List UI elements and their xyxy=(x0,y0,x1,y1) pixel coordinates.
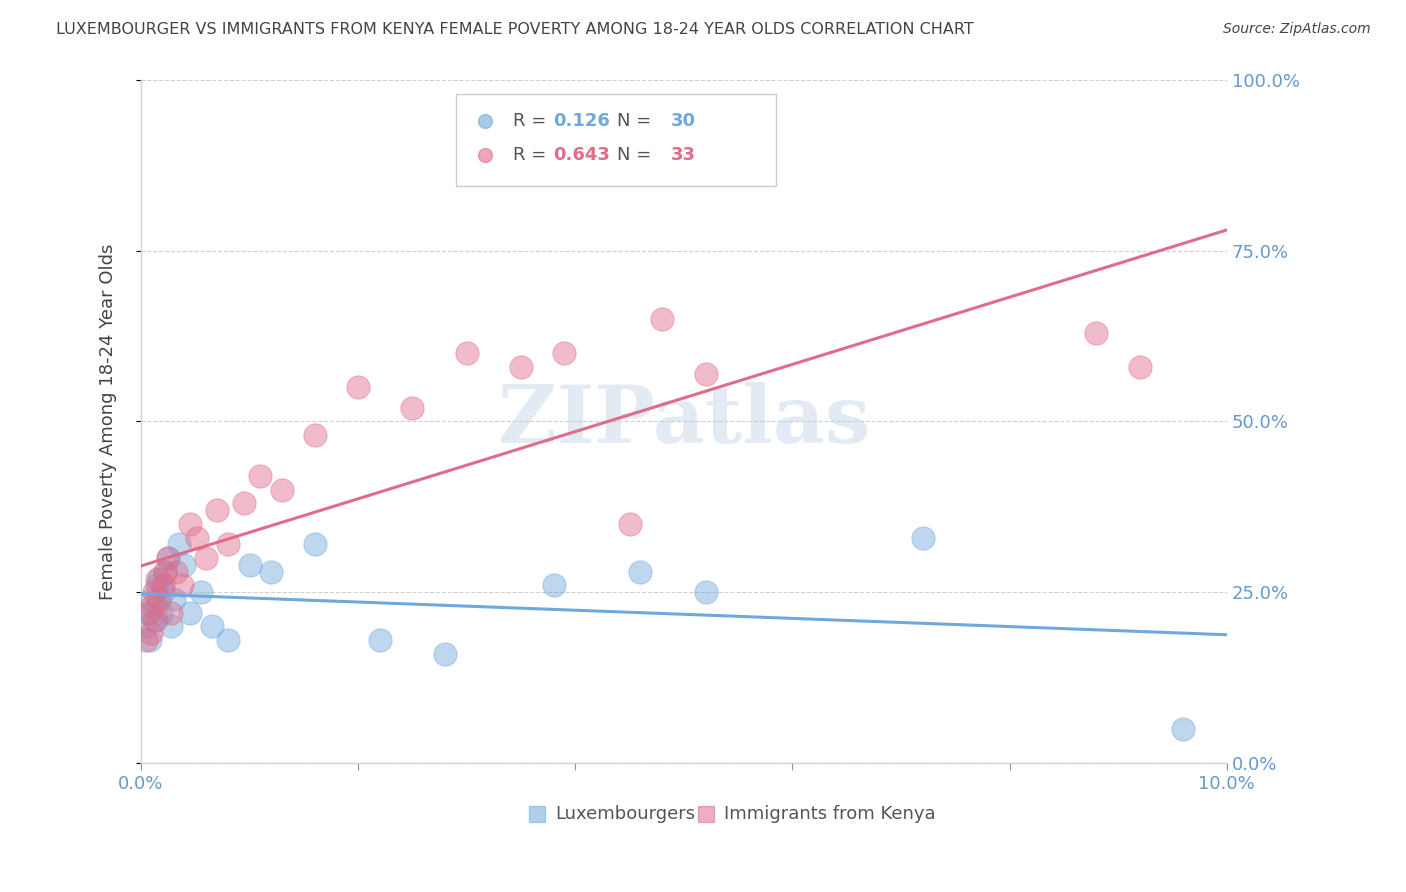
Point xyxy=(200,619,222,633)
Point xyxy=(141,592,163,607)
FancyBboxPatch shape xyxy=(456,94,776,186)
Point xyxy=(152,578,174,592)
Text: Immigrants from Kenya: Immigrants from Kenya xyxy=(724,805,935,823)
Point xyxy=(141,599,163,613)
Point xyxy=(148,572,170,586)
Point xyxy=(146,578,169,592)
Y-axis label: Female Poverty Among 18-24 Year Olds: Female Poverty Among 18-24 Year Olds xyxy=(100,244,117,599)
Point xyxy=(205,503,228,517)
Point xyxy=(195,551,218,566)
Point xyxy=(433,647,456,661)
Text: R =: R = xyxy=(513,112,547,130)
Point xyxy=(249,469,271,483)
Point xyxy=(543,578,565,592)
Point xyxy=(401,401,423,415)
Point xyxy=(368,633,391,648)
Point xyxy=(695,367,717,381)
Point xyxy=(217,633,239,648)
Point xyxy=(157,551,180,566)
Point xyxy=(139,626,162,640)
Point xyxy=(233,496,256,510)
Point xyxy=(138,606,160,620)
Point xyxy=(138,606,160,620)
Text: R =: R = xyxy=(513,146,547,164)
Point xyxy=(153,565,176,579)
Point xyxy=(260,565,283,579)
Text: Luxembourgers: Luxembourgers xyxy=(555,805,696,823)
Text: N =: N = xyxy=(617,146,651,164)
Point xyxy=(145,599,167,613)
Point xyxy=(304,428,326,442)
Point xyxy=(160,619,183,633)
Text: 33: 33 xyxy=(671,146,696,164)
Point xyxy=(1085,326,1108,340)
Point xyxy=(553,346,575,360)
Point xyxy=(160,606,183,620)
Point xyxy=(179,516,201,531)
Text: 30: 30 xyxy=(671,112,696,130)
Point xyxy=(153,565,176,579)
Point xyxy=(238,558,260,572)
Text: 0.643: 0.643 xyxy=(554,146,610,164)
Point xyxy=(190,585,212,599)
Point xyxy=(145,613,167,627)
Point xyxy=(1129,359,1152,374)
Point xyxy=(217,537,239,551)
Point xyxy=(1173,722,1195,736)
Point xyxy=(135,633,157,648)
Point xyxy=(149,606,172,620)
Point xyxy=(165,565,187,579)
Point xyxy=(695,585,717,599)
Point xyxy=(911,531,934,545)
Text: LUXEMBOURGER VS IMMIGRANTS FROM KENYA FEMALE POVERTY AMONG 18-24 YEAR OLDS CORRE: LUXEMBOURGER VS IMMIGRANTS FROM KENYA FE… xyxy=(56,22,974,37)
Point xyxy=(510,359,533,374)
Point xyxy=(138,633,160,648)
Point xyxy=(157,551,180,566)
Point xyxy=(135,619,157,633)
Point xyxy=(186,531,208,545)
Point xyxy=(456,346,478,360)
Point xyxy=(162,592,184,607)
Point xyxy=(173,558,195,572)
Point xyxy=(143,585,166,599)
Point xyxy=(146,572,169,586)
Point xyxy=(347,380,370,394)
Point xyxy=(179,606,201,620)
Text: 0.126: 0.126 xyxy=(554,112,610,130)
Point xyxy=(148,592,170,607)
Text: ZIPatlas: ZIPatlas xyxy=(498,383,870,460)
Point xyxy=(271,483,294,497)
Text: N =: N = xyxy=(617,112,651,130)
Point xyxy=(172,578,194,592)
Point xyxy=(651,312,673,326)
Point xyxy=(143,613,166,627)
Point xyxy=(619,516,641,531)
Point xyxy=(628,565,651,579)
Point xyxy=(304,537,326,551)
Point xyxy=(167,537,190,551)
Text: Source: ZipAtlas.com: Source: ZipAtlas.com xyxy=(1223,22,1371,37)
Point xyxy=(152,585,174,599)
